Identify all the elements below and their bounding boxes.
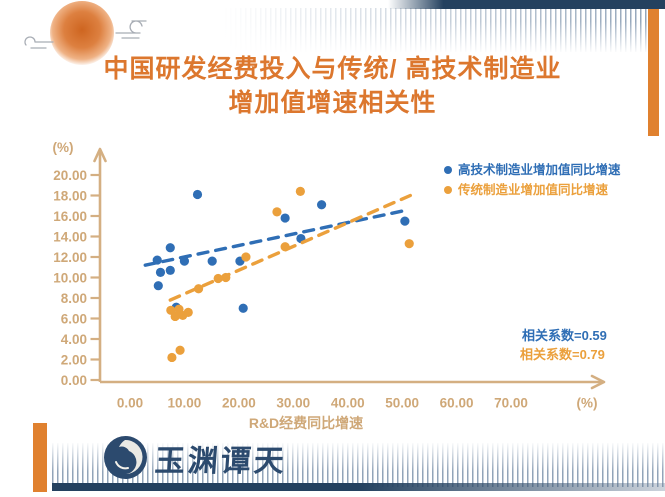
x-tick-label: 20.00 [222,396,256,411]
legend-item-hightech: 高技术制造业增加值同比增速 [444,160,621,180]
y-tick-label: 14.00 [53,229,87,244]
cloud-icon [115,20,147,39]
correlation-label-traditional: 相关系数=0.79 [520,347,605,362]
data-point-traditional [295,186,305,196]
data-point-traditional [241,252,251,262]
bottom-navy-bar [52,483,665,491]
data-point-hightech [316,200,327,210]
bottom-stripe-fade [52,443,665,487]
top-stripe-fade [175,8,655,52]
cloud-icon [24,36,54,49]
y-tick-label: 6.00 [61,311,87,326]
data-point-hightech [165,243,175,253]
legend-label-hightech: 高技术制造业增加值同比增速 [458,163,621,177]
data-point-hightech [153,281,163,291]
x-tick-label: 60.00 [440,396,474,411]
legend-dot-blue-icon [444,166,452,174]
x-axis-unit-label: (%) [577,396,598,411]
data-point-traditional [170,311,180,322]
left-orange-bar [33,423,47,492]
chart-legend: 高技术制造业增加值同比增速 传统制造业增加值同比增速 [444,160,621,200]
data-point-hightech [179,256,190,266]
x-tick-label: 30.00 [276,396,310,411]
trendline-traditional [168,193,413,302]
y-tick-label: 20.00 [53,168,87,183]
data-point-hightech [280,213,290,223]
x-axis-arrow-icon [590,374,606,390]
page-title: 中国研发经费投入与传统/ 高技术制造业 增加值增速相关性 [0,52,665,120]
correlation-label-hightech: 相关系数=0.59 [522,328,607,343]
data-point-traditional [178,310,188,321]
data-point-traditional [193,284,204,294]
y-axis-arrow-icon [93,147,107,163]
legend-item-traditional: 传统制造业增加值同比增速 [444,180,621,200]
data-point-hightech [155,267,166,277]
right-orange-bar [648,9,659,136]
data-point-hightech [207,256,217,266]
data-point-traditional [272,207,282,217]
data-point-hightech [192,189,203,200]
x-tick-label: 40.00 [331,396,365,411]
sun-icon [50,1,114,65]
x-tick-label: 10.00 [168,396,202,411]
data-point-traditional [221,272,231,283]
trendline-hightech [143,209,405,267]
data-point-traditional [404,239,414,249]
y-tick-label: 4.00 [61,332,87,347]
legend-label-traditional: 传统制造业增加值同比增速 [458,183,609,197]
brand-name: 玉渊谭天 [153,444,288,478]
y-tick-label: 8.00 [61,291,87,306]
data-point-traditional [175,345,185,355]
data-point-hightech [238,303,248,313]
y-axis-unit-label: (%) [53,140,74,155]
data-point-traditional [280,242,290,252]
y-tick-label: 18.00 [53,188,87,203]
data-point-traditional [213,273,223,284]
data-point-hightech [165,265,175,275]
x-tick-label: 70.00 [494,396,528,411]
y-tick-label: 10.00 [53,270,87,285]
y-tick-label: 0.00 [61,373,87,388]
data-point-traditional [167,352,177,363]
brand-logo-icon [104,436,147,479]
top-navy-bar [388,0,665,9]
y-tick-label: 12.00 [53,250,87,265]
y-tick-label: 16.00 [53,209,87,224]
x-tick-label: 50.00 [385,396,419,411]
y-tick-label: 2.00 [61,352,87,367]
data-point-hightech [400,216,410,226]
x-axis-title: R&D经费同比增速 [249,415,363,431]
title-line-1: 中国研发经费投入与传统/ 高技术制造业 [103,55,562,83]
title-line-2: 增加值增速相关性 [228,89,437,117]
legend-dot-orange-icon [444,186,452,194]
brand-lockup: 玉渊谭天 [102,434,288,481]
x-tick-label: 0.00 [117,396,143,411]
data-point-hightech [152,255,162,265]
